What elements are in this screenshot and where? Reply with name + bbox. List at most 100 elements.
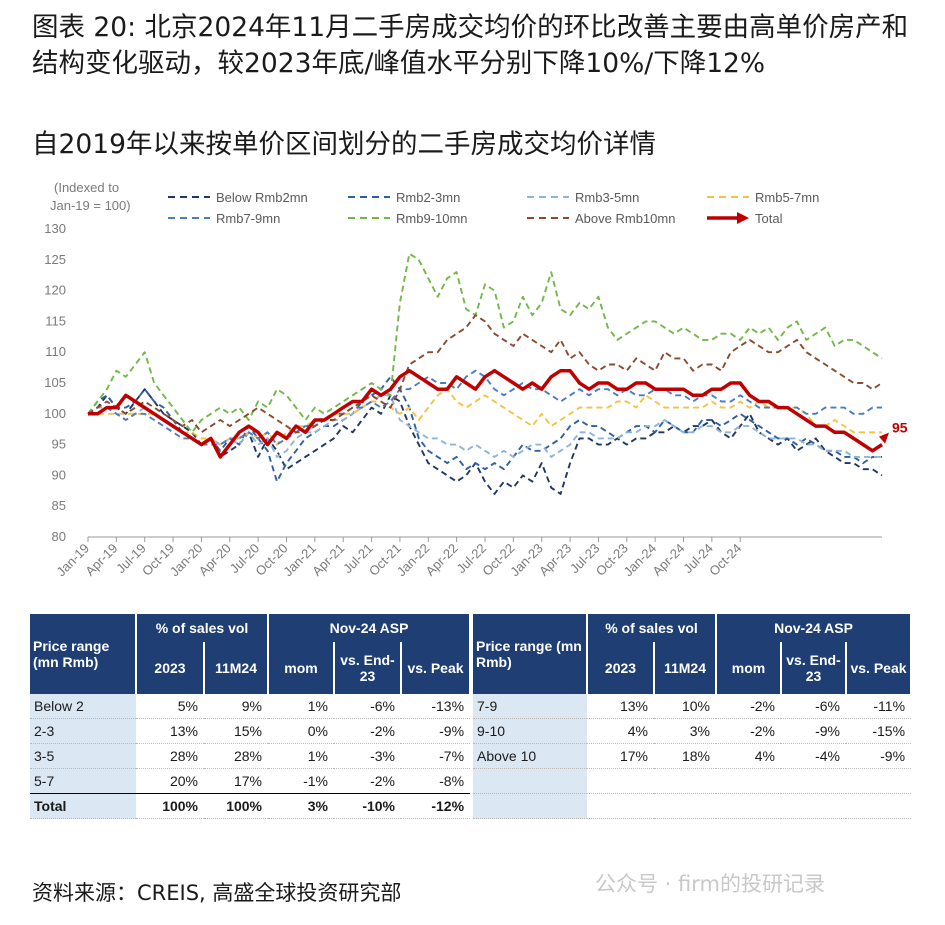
row-label: 3-5	[30, 743, 136, 769]
table-cell	[654, 793, 716, 819]
table-row	[473, 793, 912, 819]
header-price-range-right: Price range (mn Rmb)	[473, 614, 588, 694]
y-tick-label: 85	[52, 498, 66, 513]
table-cell: -6%	[781, 694, 846, 719]
legend-label: Rmb9-10mn	[396, 211, 468, 226]
x-tick-label: Apr-22	[423, 541, 461, 579]
row-label: 2-3	[30, 718, 136, 744]
total-arrowhead	[879, 432, 889, 444]
legend-label: Rmb5-7mn	[755, 190, 819, 205]
table-row: 5-7 20% 17% -1% -2% -8%	[30, 768, 471, 794]
row-label: Below 2	[30, 694, 136, 719]
table-cell: 18%	[654, 743, 716, 769]
table-cell: -3%	[334, 743, 401, 769]
series-line	[87, 388, 883, 495]
header-asp: Nov-24 ASP	[268, 614, 472, 642]
table-cell: -2%	[334, 768, 401, 794]
table-cell: 28%	[204, 743, 268, 769]
series-line	[87, 252, 883, 434]
table-cell: -11%	[846, 694, 912, 719]
header-2023-right: 2023	[587, 642, 655, 694]
table-cell: 17%	[204, 768, 268, 794]
table-cell: -6%	[334, 694, 401, 719]
y-tick-label: 95	[52, 437, 66, 452]
table-cell: 9%	[204, 694, 268, 719]
table-cell: 17%	[587, 743, 654, 769]
table-right-body: 7-9 13% 10% -2% -6% -11% 9-10 4% 3% -2% -9% -15% Abo…	[473, 694, 912, 819]
table-cell	[846, 793, 912, 819]
row-label: Above 10	[473, 743, 587, 769]
row-label: 5-7	[30, 768, 136, 794]
table-cell: 100%	[136, 793, 204, 819]
y-tick-label: 90	[52, 467, 66, 482]
table-cell: 3%	[268, 793, 334, 819]
table-row: Above 10 17% 18% 4% -4% -9%	[473, 743, 912, 769]
y-tick-label: 100	[44, 406, 66, 421]
header-vs-end: vs. End-23	[334, 642, 402, 694]
header-11m24-right: 11M24	[654, 642, 717, 694]
header-asp-right: Nov-24 ASP	[716, 614, 913, 642]
row-label	[473, 793, 587, 819]
table-cell: 13%	[587, 694, 654, 719]
y-tick-label: 110	[45, 344, 66, 359]
header-mom-right: mom	[716, 642, 782, 694]
legend-label: Total	[755, 211, 783, 226]
y-axis-label-line1: (Indexed to	[54, 180, 119, 195]
legend-arrow	[737, 212, 749, 224]
series-line	[87, 394, 882, 458]
y-tick-label: 80	[52, 529, 66, 544]
table-cell	[781, 768, 846, 794]
header-vs-end-right: vs. End-23	[781, 642, 847, 694]
table-cell: -15%	[846, 718, 912, 744]
table-cell: -2%	[716, 718, 781, 744]
x-tick-label: Apr-24	[649, 541, 687, 579]
table-left-body: Below 2 5% 9% 1% -6% -13% 2-3 13% 15% 0% -2% -9% 3-5…	[30, 694, 471, 819]
x-tick-label: Apr-19	[82, 541, 120, 579]
table-cell	[716, 793, 781, 819]
series-line	[87, 314, 883, 434]
y-tick-label: 115	[45, 313, 66, 328]
table-cell: -2%	[334, 718, 401, 744]
table-cell: 100%	[204, 793, 268, 819]
y-axis: 80 85 90 95 100 105 110 115 120 125 130	[44, 221, 66, 544]
table-cell: 1%	[268, 694, 334, 719]
header-vs-peak: vs. Peak	[401, 642, 472, 694]
end-value-label: 95	[892, 420, 908, 436]
table-cell: 5%	[136, 694, 204, 719]
header-price-range: Price range (mn Rmb)	[30, 614, 137, 694]
y-tick-label: 120	[44, 283, 66, 298]
table-row: 3-5 28% 28% 1% -3% -7%	[30, 743, 471, 769]
table-cell: 0%	[268, 718, 334, 744]
header-sales-vol: % of sales vol	[136, 614, 269, 642]
legend-label: Below Rmb2mn	[216, 190, 308, 205]
table-cell: -12%	[401, 793, 471, 819]
legend: Below Rmb2mn Rmb2-3mn Rmb3-5mn Rmb5-7mn Rmb7…	[168, 190, 819, 226]
table-cell: 4%	[587, 718, 654, 744]
header-vs-peak-right: vs. Peak	[846, 642, 913, 694]
y-tick-label: 125	[44, 252, 66, 267]
table-cell: 28%	[136, 743, 204, 769]
line-chart: (Indexed to Jan-19 = 100) Below Rmb2mn Rm…	[44, 180, 908, 579]
table-cell: -2%	[716, 694, 781, 719]
table-right: Price range (mn Rmb) % of sales vol Nov-…	[473, 614, 913, 819]
table-cell	[781, 793, 846, 819]
table-cell	[846, 768, 912, 794]
row-label: Total	[30, 793, 136, 819]
table-cell	[587, 768, 654, 794]
row-label: 9-10	[473, 718, 587, 744]
table-cell: -13%	[401, 694, 471, 719]
table-row: Below 2 5% 9% 1% -6% -13%	[30, 694, 471, 719]
watermark: 公众号 · firm的投研记录	[595, 872, 825, 896]
header-mom: mom	[268, 642, 335, 694]
x-tick-label: Oct-24	[706, 541, 744, 579]
legend-label: Rmb7-9mn	[216, 211, 280, 226]
header-2023: 2023	[136, 642, 205, 694]
table-cell: 4%	[716, 743, 781, 769]
y-axis-label-line2: Jan-19 = 100)	[50, 198, 131, 213]
series-line	[88, 368, 883, 459]
header-sales-vol-right: % of sales vol	[587, 614, 717, 642]
table-row: 2-3 13% 15% 0% -2% -9%	[30, 718, 471, 744]
row-label: 7-9	[473, 694, 587, 719]
table-cell: -1%	[268, 768, 334, 794]
table-left: Price range (mn Rmb) % of sales vol Nov-…	[30, 614, 472, 819]
